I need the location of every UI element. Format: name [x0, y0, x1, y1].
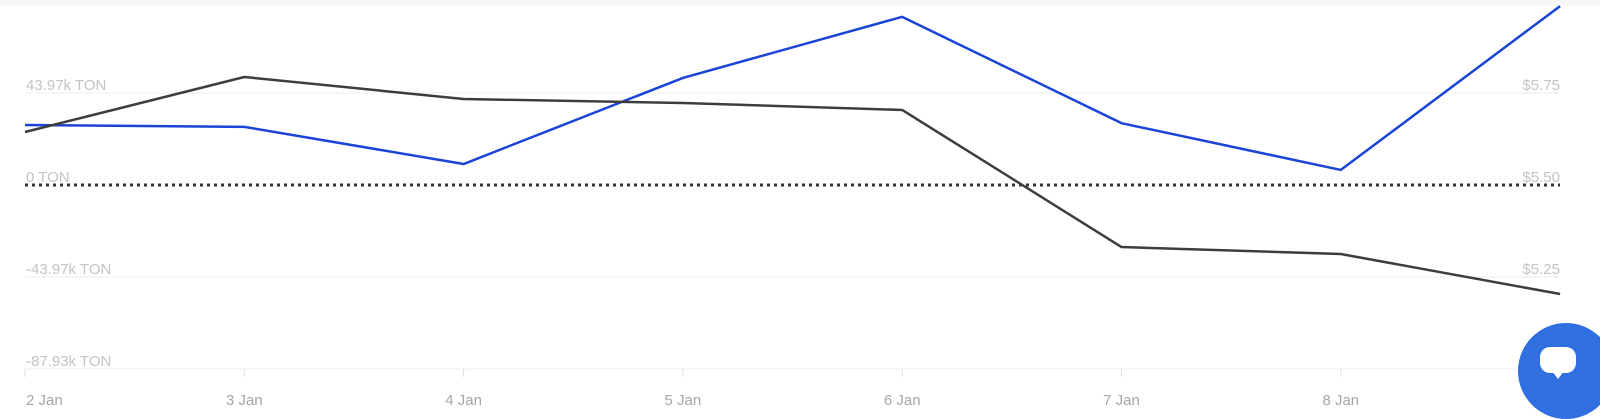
chat-bubble-icon [1540, 347, 1576, 373]
left-axis-tick: 43.97k TON [26, 77, 106, 94]
right-axis-tick: $5.25 [1522, 261, 1560, 278]
left-axis-tick: -87.93k TON [26, 353, 111, 370]
x-axis-tick: 5 Jan [665, 392, 702, 409]
left-axis-tick: -43.97k TON [26, 261, 111, 278]
x-axis-tick: 3 Jan [226, 392, 263, 409]
left-axis-tick: 0 TON [26, 169, 70, 186]
x-axis-tick: 2 Jan [26, 392, 63, 409]
chat-bubble-tail [1552, 371, 1564, 379]
top-strip [0, 0, 1600, 6]
right-axis-tick: $5.50 [1522, 169, 1560, 186]
x-axis-tick: 7 Jan [1103, 392, 1140, 409]
x-axis-tick: 6 Jan [884, 392, 921, 409]
right-axis-tick: $5.75 [1522, 77, 1560, 94]
series-line-1 [25, 6, 1560, 170]
x-axis-tick: 8 Jan [1322, 392, 1359, 409]
x-axis-tick: 4 Jan [445, 392, 482, 409]
